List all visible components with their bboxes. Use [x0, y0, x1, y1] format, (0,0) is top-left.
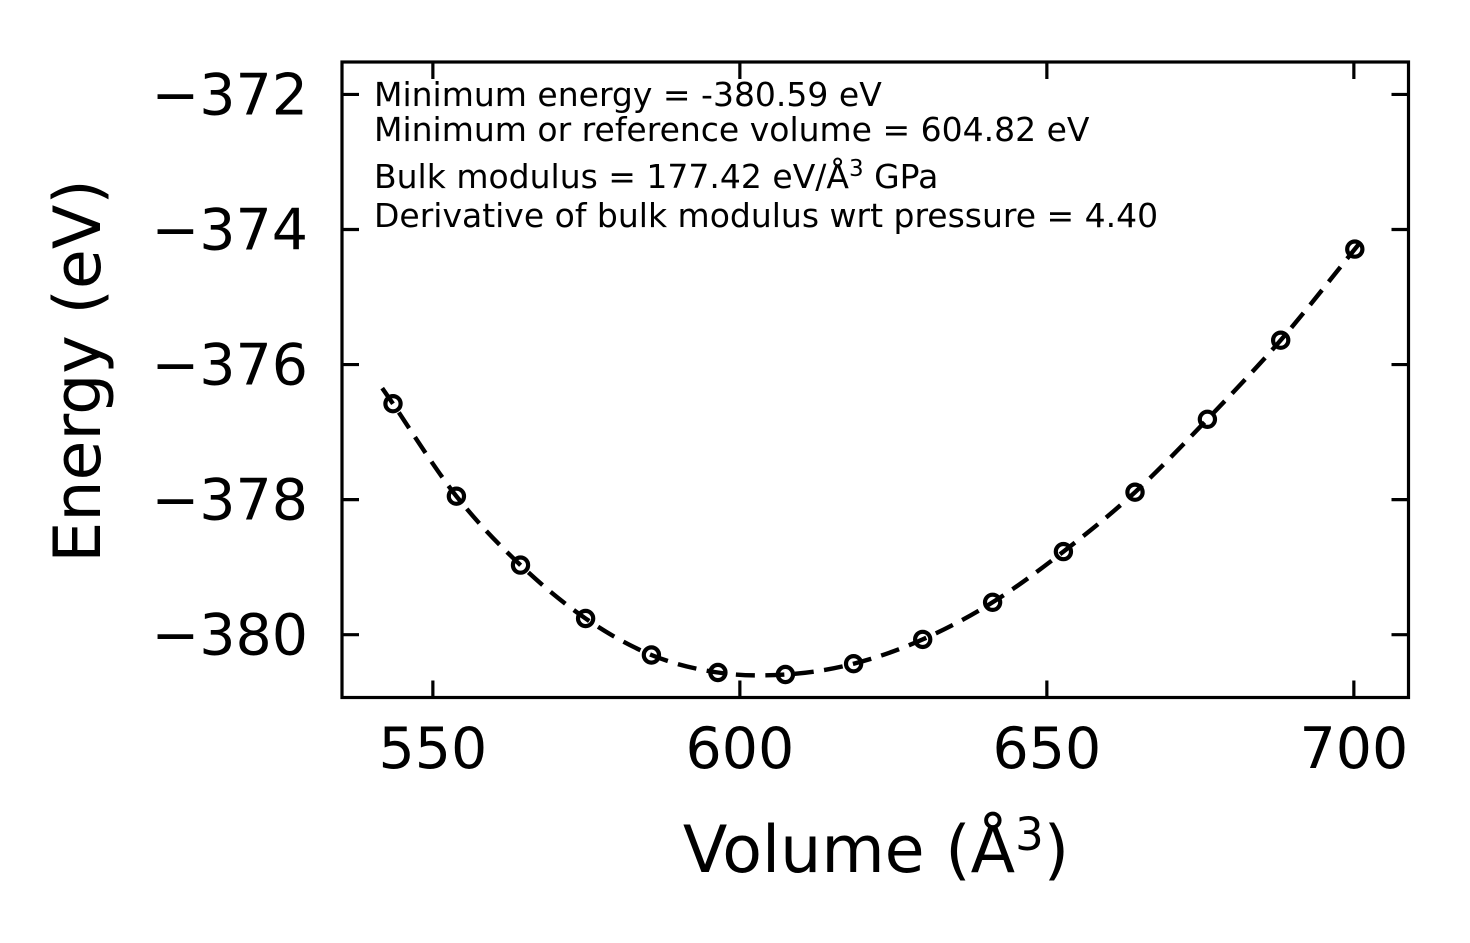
superscript: 3 — [849, 156, 864, 182]
y-tick-label: −378 — [151, 468, 308, 534]
data-point-markers — [383, 239, 1365, 685]
annotation-line: Minimum or reference volume = 604.82 eV — [374, 110, 1090, 149]
plot-frame — [340, 60, 1411, 700]
data-point — [383, 394, 403, 414]
superscript: 3 — [1015, 808, 1044, 861]
data-point — [1053, 541, 1074, 562]
data-point — [1270, 330, 1291, 350]
x-tick-label: 600 — [685, 716, 794, 782]
data-point — [775, 664, 796, 685]
data-point — [510, 555, 531, 575]
y-tick-label: −380 — [151, 603, 308, 669]
data-point — [446, 486, 467, 506]
data-point — [843, 654, 864, 674]
annotation-line-text: Bulk modulus = 177.42 eV/Å — [374, 156, 849, 196]
x-tick-label: 550 — [378, 716, 487, 782]
eos-fit-curve — [380, 235, 1367, 678]
data-point — [1197, 409, 1218, 429]
y-tick-label: −374 — [151, 197, 308, 263]
axis-ticks — [342, 62, 1409, 698]
annotation-line: Derivative of bulk modulus wrt pressure … — [374, 196, 1158, 235]
y-tick-label: −372 — [151, 62, 308, 128]
data-point — [1345, 239, 1365, 259]
x-tick-label: 650 — [992, 716, 1101, 782]
x-axis-label: Volume (Å3) — [683, 808, 1069, 888]
data-point — [1125, 482, 1145, 502]
data-point — [913, 629, 933, 650]
y-axis-label: Energy (eV) — [41, 179, 116, 562]
data-point — [575, 608, 596, 629]
annotation-line: Bulk modulus = 177.42 eV/Å3 GPa — [374, 156, 938, 196]
data-point — [641, 645, 662, 665]
y-tick-labels: −372 −374 −376 −378 −380 — [151, 62, 308, 668]
annotation-line: Minimum energy = -380.59 eV — [374, 75, 882, 114]
y-tick-label: −376 — [151, 333, 308, 399]
data-point — [708, 662, 728, 683]
x-tick-label: 700 — [1299, 716, 1408, 782]
x-tick-labels: 550 600 650 700 — [378, 716, 1408, 782]
data-point — [982, 592, 1003, 613]
x-axis-label-text: Volume (Å — [683, 811, 1015, 888]
x-axis-label-text: ) — [1044, 813, 1069, 888]
annotation-line-text: GPa — [864, 157, 939, 196]
